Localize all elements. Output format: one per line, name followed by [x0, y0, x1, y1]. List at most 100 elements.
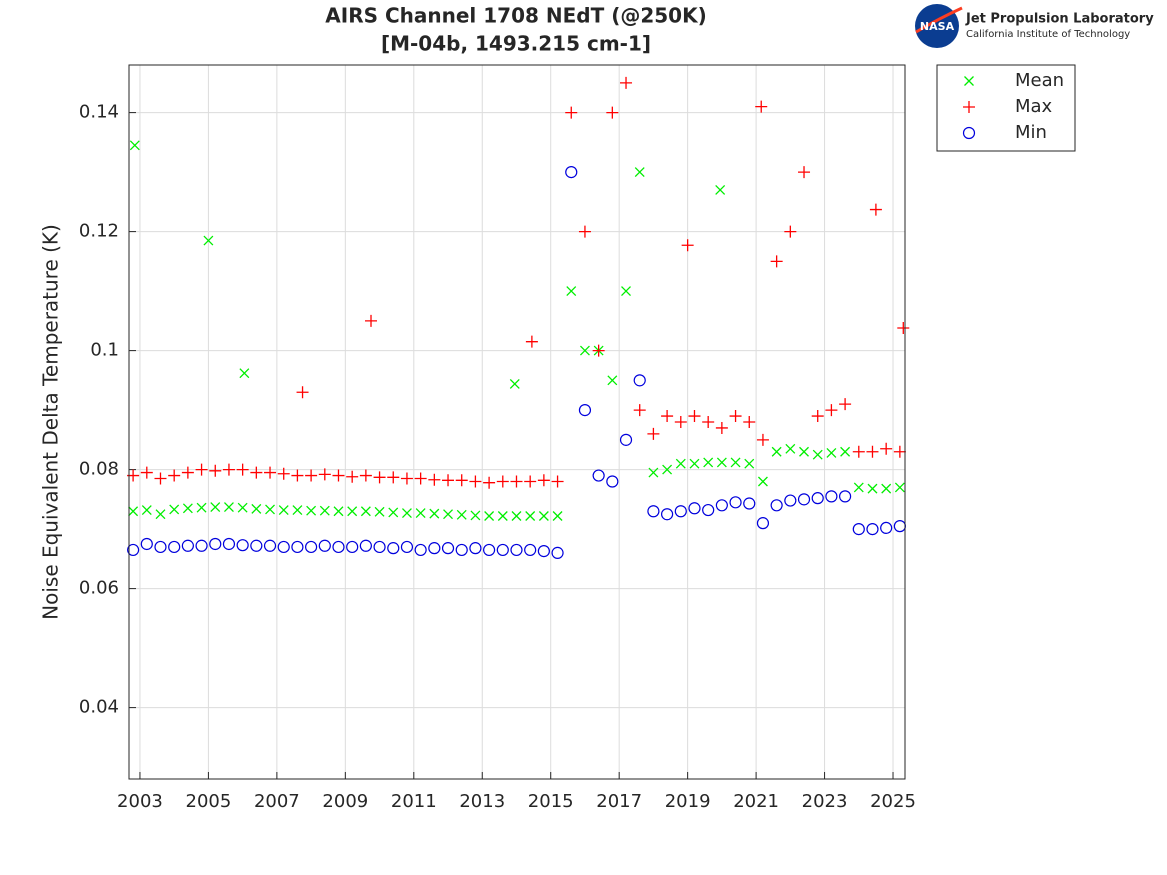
data-point	[251, 503, 262, 514]
data-point	[755, 100, 768, 113]
legend-label: Max	[1015, 96, 1053, 117]
data-point	[291, 540, 304, 554]
data-point	[634, 167, 645, 178]
data-point	[619, 433, 633, 446]
data-point	[168, 469, 181, 482]
data-point	[154, 540, 167, 554]
data-point	[497, 511, 508, 521]
data-point	[373, 471, 386, 484]
data-point	[838, 490, 852, 503]
data-point	[869, 203, 882, 216]
data-point	[292, 505, 303, 516]
data-point	[263, 539, 277, 552]
data-point	[265, 504, 275, 515]
data-point	[318, 539, 331, 552]
data-point	[182, 503, 193, 514]
data-point	[840, 446, 851, 457]
data-point	[825, 404, 838, 417]
data-point	[592, 469, 605, 482]
data-point	[443, 509, 453, 520]
data-point	[210, 502, 221, 513]
data-point	[661, 410, 674, 423]
data-point	[537, 474, 550, 487]
data-point	[195, 463, 208, 476]
data-point	[278, 505, 289, 516]
data-point	[483, 543, 496, 557]
data-point	[305, 469, 318, 482]
x-tick-label: 2017	[596, 791, 642, 812]
data-point	[811, 492, 824, 505]
data-point	[770, 499, 783, 512]
data-point	[155, 509, 166, 520]
data-point	[647, 427, 660, 440]
x-tick-label: 2015	[528, 791, 574, 812]
data-point	[359, 469, 372, 482]
data-point	[756, 517, 770, 530]
x-tick-label: 2019	[665, 791, 711, 812]
data-point	[662, 464, 673, 475]
data-point	[332, 540, 345, 554]
data-point	[455, 543, 468, 557]
y-tick-label: 0.1	[90, 340, 119, 361]
data-point	[469, 542, 482, 555]
data-point	[222, 463, 235, 476]
data-point	[291, 469, 304, 482]
x-tick-label: 2009	[322, 791, 368, 812]
data-point	[374, 506, 385, 517]
data-point	[566, 286, 577, 297]
data-point	[236, 539, 249, 552]
data-point	[648, 467, 659, 478]
data-point	[236, 463, 249, 476]
y-tick-label: 0.04	[79, 697, 119, 718]
data-point	[633, 404, 646, 417]
data-point	[660, 508, 674, 521]
data-point	[428, 542, 441, 555]
legend-marker	[963, 101, 975, 113]
data-point	[551, 546, 564, 560]
x-tick-label: 2013	[459, 791, 505, 812]
data-point	[306, 505, 317, 516]
data-point	[812, 449, 823, 460]
data-point	[128, 506, 139, 517]
data-point	[239, 368, 250, 379]
data-point	[524, 543, 537, 557]
data-point	[729, 410, 742, 423]
legend-box	[936, 64, 1076, 152]
data-point	[551, 475, 564, 488]
data-point	[715, 184, 726, 195]
data-point	[839, 398, 852, 411]
logo-institution: California Institute of Technology	[966, 29, 1130, 40]
data-point	[852, 445, 865, 458]
data-point	[852, 522, 865, 536]
x-tick-label: 2003	[117, 791, 163, 812]
data-point	[880, 521, 893, 535]
data-point	[429, 508, 440, 519]
data-point	[770, 255, 783, 268]
data-point	[688, 502, 701, 515]
data-point	[715, 499, 728, 512]
y-tick-label: 0.06	[79, 578, 119, 599]
data-point	[469, 475, 482, 488]
data-point	[346, 470, 359, 483]
data-point	[387, 542, 400, 555]
data-point	[203, 235, 214, 246]
y-tick-label: 0.14	[79, 102, 119, 123]
data-point	[565, 166, 578, 179]
legend-label: Mean	[1015, 70, 1064, 91]
data-point	[524, 475, 537, 488]
x-tick-label: 2011	[391, 791, 437, 812]
data-point	[181, 539, 194, 552]
data-point	[277, 467, 290, 480]
data-point	[565, 106, 578, 119]
data-point	[169, 504, 180, 515]
grid	[129, 65, 905, 779]
data-point	[346, 540, 359, 554]
data-point	[428, 473, 441, 486]
data-point	[799, 446, 809, 457]
data-point	[456, 509, 467, 520]
data-point	[154, 472, 167, 485]
data-point	[140, 537, 153, 551]
data-point	[730, 457, 741, 468]
data-point	[455, 474, 468, 487]
